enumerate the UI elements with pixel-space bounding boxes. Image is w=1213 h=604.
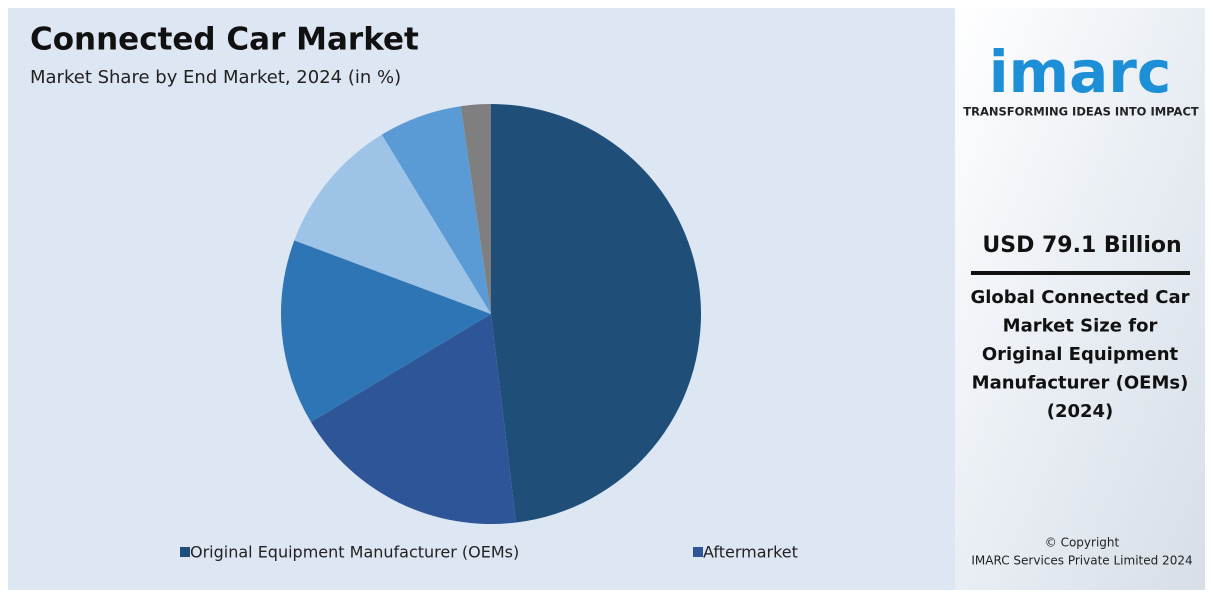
pie-slice [381, 106, 491, 314]
description-line: Global Connected Car [970, 287, 1189, 308]
headline: USD 79.1 Billion [982, 233, 1181, 258]
description-line: Market Size for [1003, 316, 1158, 337]
tagline: TRANSFORMING IDEAS INTO IMPACT [963, 105, 1199, 119]
copyright-line: © Copyright [1045, 536, 1120, 550]
divider [971, 271, 1190, 275]
pie-slice [281, 240, 491, 423]
pie-slice [310, 314, 517, 524]
chart-subtitle: Market Share by End Market, 2024 (in %) [30, 67, 401, 88]
side-panel [955, 8, 1205, 590]
pie-slice [460, 104, 491, 314]
description-line: Original Equipment [982, 344, 1179, 365]
description-line: Manufacturer (OEMs) [972, 373, 1189, 394]
pie-slice [491, 104, 702, 523]
pie-slice [294, 134, 491, 314]
legend-label: Aftermarket [703, 543, 798, 562]
chart-title: Connected Car Market [30, 22, 419, 58]
legend-swatch [180, 547, 190, 557]
copyright-line: IMARC Services Private Limited 2024 [971, 554, 1192, 568]
description-line: (2024) [1047, 401, 1114, 422]
legend-swatch [693, 547, 703, 557]
logo: imarc [989, 38, 1171, 106]
legend-label: Original Equipment Manufacturer (OEMs) [190, 543, 519, 562]
